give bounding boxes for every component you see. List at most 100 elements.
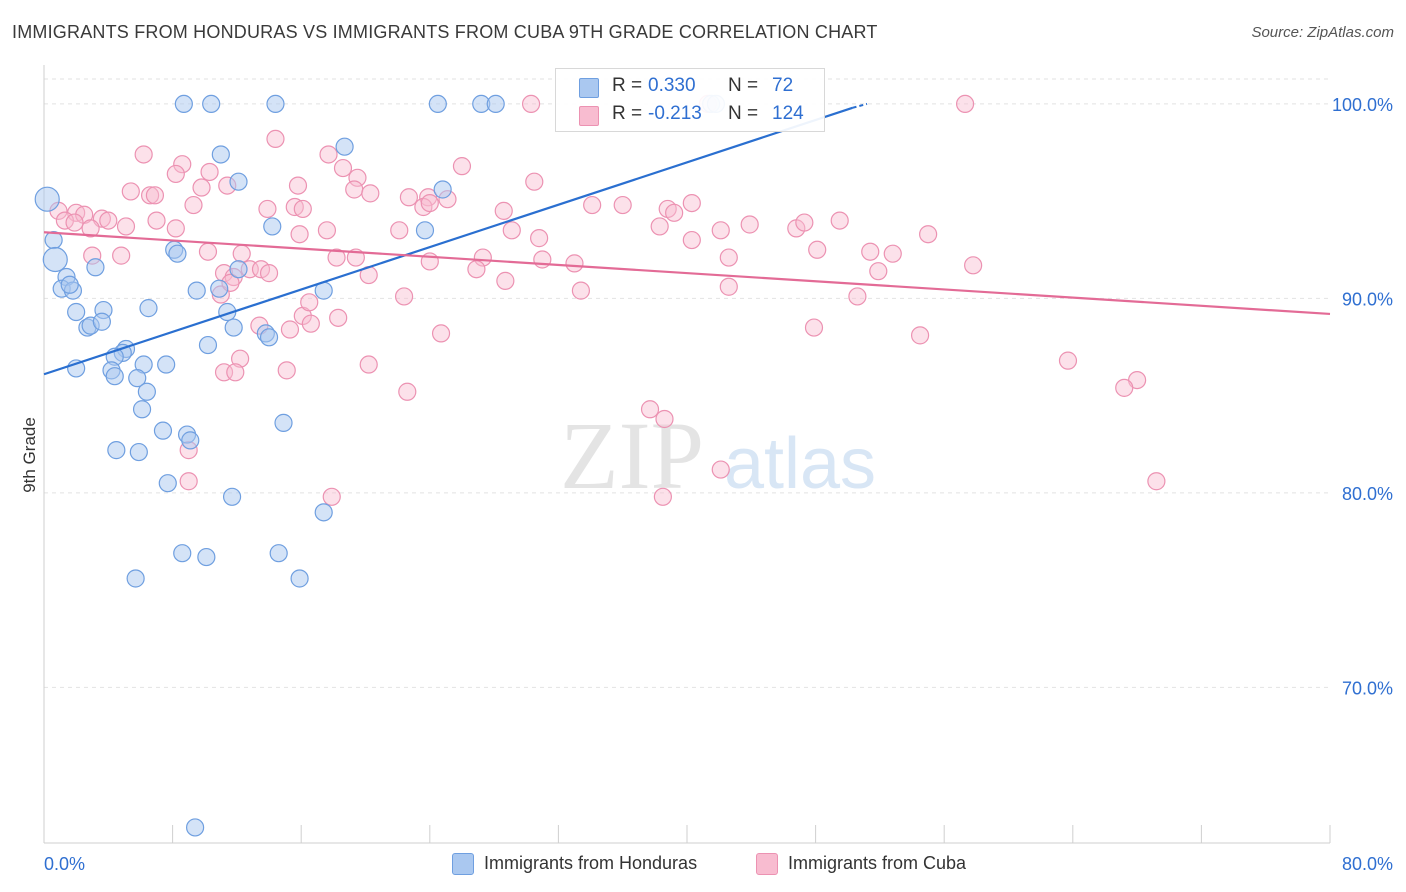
stats-legend: R = 0.330 N = 72 R = -0.213 N = 124 (555, 68, 825, 132)
cuba-point (184, 195, 203, 215)
honduras-trend-extension (852, 102, 868, 109)
n-value: 72 (772, 75, 794, 96)
cuba-point (134, 145, 153, 164)
honduras-point (229, 260, 248, 279)
honduras-point (210, 279, 229, 298)
cuba-point (571, 281, 591, 300)
honduras-point (129, 442, 148, 462)
honduras-point (60, 275, 79, 294)
honduras-point (173, 544, 192, 563)
honduras-point (211, 145, 230, 164)
honduras-point (92, 312, 111, 331)
watermark-atlas: atlas (724, 424, 876, 504)
cuba-point (288, 176, 308, 195)
x-tick-label-min: 0.0% (44, 854, 85, 874)
cuba-point (467, 260, 486, 279)
cuba-point (682, 230, 701, 250)
honduras-point (42, 246, 68, 273)
honduras-point (229, 172, 248, 191)
r-value: 0.330 (648, 75, 696, 96)
n-label: N = (728, 103, 759, 124)
y-tick-label: 100.0% (1332, 95, 1393, 115)
cuba-point (290, 225, 309, 244)
honduras-point (67, 302, 86, 322)
cuba-point (166, 164, 185, 184)
cuba-point (431, 324, 451, 343)
cuba-point (232, 244, 251, 263)
honduras-point (222, 487, 242, 506)
cuba-point (565, 254, 584, 273)
honduras-point (126, 569, 145, 588)
cuba-point (121, 182, 140, 201)
cuba-point (266, 129, 285, 149)
honduras-point (197, 547, 216, 567)
y-tick-label: 70.0% (1342, 678, 1393, 698)
cuba-point (869, 262, 888, 281)
legend-label-honduras: Immigrants from Honduras (484, 853, 698, 873)
cuba-point (964, 256, 983, 275)
cuba-point (719, 277, 738, 296)
r-label: R = (612, 75, 643, 96)
cuba-point (319, 145, 338, 164)
honduras-point (259, 328, 279, 347)
honduras-trend-line (43, 106, 853, 376)
honduras-point (187, 281, 206, 300)
cuba-point (231, 349, 250, 368)
cuba-point (502, 221, 521, 240)
honduras-point (137, 382, 156, 401)
cuba-point (179, 472, 198, 491)
honduras-point (139, 299, 158, 318)
cuba-point (333, 158, 353, 178)
cuba-point (665, 203, 684, 222)
honduras-point (274, 413, 293, 432)
y-tick-label: 80.0% (1342, 484, 1393, 504)
honduras-point (174, 94, 193, 114)
cuba-trend-line (43, 231, 1331, 316)
n-value: 124 (772, 103, 804, 124)
honduras-point (158, 474, 177, 493)
cuba-point (394, 287, 414, 306)
honduras-point (168, 244, 187, 263)
honduras-point (263, 217, 282, 236)
cuba-point (192, 178, 211, 197)
honduras-point (157, 355, 176, 374)
cuba-point (145, 186, 165, 205)
cuba-point (99, 211, 118, 230)
stats-row-cuba: R = -0.213 N = 124 (556, 100, 824, 128)
honduras-point (105, 367, 124, 386)
cuba-point (390, 221, 409, 240)
cuba-point (910, 326, 930, 345)
x-tick-label-max: 80.0% (1342, 854, 1393, 874)
cuba-point (140, 186, 160, 205)
honduras-point (335, 137, 354, 156)
honduras-point (415, 221, 435, 240)
cuba-point (398, 382, 417, 401)
honduras-point (269, 544, 288, 563)
honduras-point (107, 441, 126, 460)
y-axis-title: 9th Grade (20, 417, 39, 493)
cuba-point (711, 221, 730, 240)
cuba-point (830, 211, 849, 230)
cuba-point (848, 287, 867, 306)
axis-labels: 70.0% 80.0% 90.0% 100.0% 0.0% 80.0% 9th Grade (20, 95, 1393, 874)
series-honduras-points (34, 94, 726, 837)
cuba-point (795, 213, 814, 232)
r-value: -0.213 (648, 103, 702, 124)
cuba-point (655, 409, 674, 429)
cuba-point (293, 199, 312, 219)
cuba-point (317, 221, 337, 240)
honduras-point (290, 569, 309, 588)
honduras-point (202, 94, 221, 114)
source-note: Source: ZipAtlas.com (1251, 24, 1394, 41)
cuba-point (473, 248, 492, 267)
series-legend: Immigrants from Honduras Immigrants from… (0, 852, 1406, 878)
cuba-point (650, 217, 669, 236)
cuba-point (1115, 378, 1134, 397)
cuba-point (322, 487, 341, 506)
cuba-swatch (579, 106, 599, 126)
cuba-point (496, 271, 515, 290)
cuba-point (1058, 351, 1078, 370)
cuba-point (955, 94, 975, 114)
cuba-point (359, 355, 378, 374)
